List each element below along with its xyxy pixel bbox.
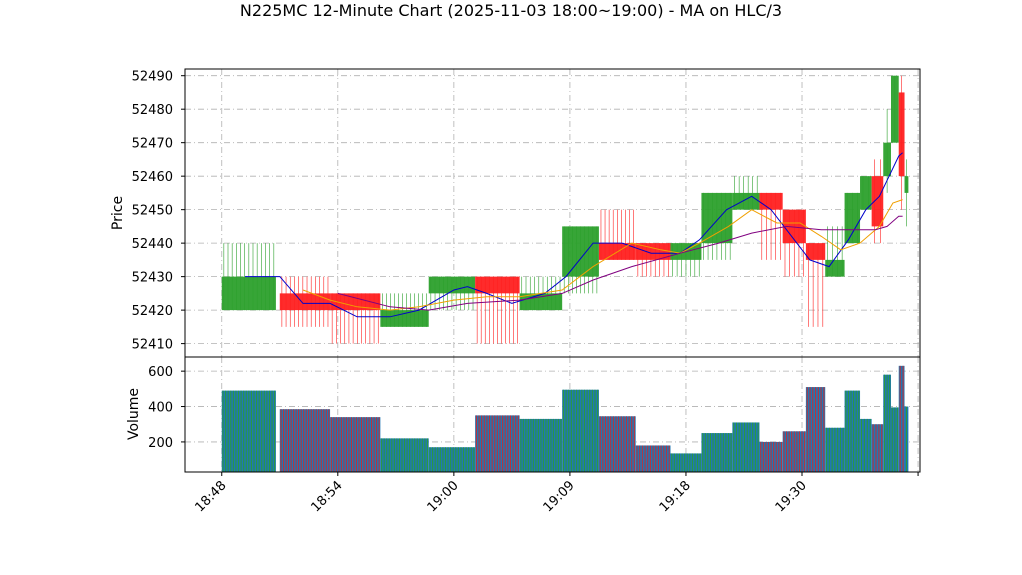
volume-panel: 200 400 600 Volume (126, 356, 921, 473)
price-bar-body (871, 176, 884, 227)
volume-tick-label: 200 (148, 436, 173, 451)
chart-title: N225MC 12-Minute Chart (2025-11-03 18:00… (240, 1, 782, 20)
price-bar-body (844, 192, 861, 244)
price-tick-label: 52460 (132, 170, 173, 185)
price-bar-body (759, 192, 783, 210)
price-tick-label: 52430 (132, 271, 173, 286)
x-axis-ticks: 18:48 18:54 19:00 19:09 19:18 19:30 (192, 472, 919, 515)
x-tick-label: 19:00 (425, 478, 462, 515)
volume-bar (330, 417, 381, 472)
price-axes-frame (184, 68, 921, 358)
price-bar-body (279, 293, 331, 311)
price-bar-body (890, 75, 899, 143)
price-tick-label: 52420 (132, 304, 173, 319)
volume-y-ticks: 200 400 600 (148, 365, 185, 451)
price-bar-body (221, 276, 276, 311)
volume-bar (898, 365, 905, 472)
moving-average-lines (245, 152, 903, 318)
volume-bars (221, 365, 909, 472)
moving-average-line (245, 152, 903, 318)
x-tick-label: 19:09 (541, 478, 578, 515)
price-tick-label: 52490 (132, 70, 173, 85)
volume-y-axis-label: Volume (126, 388, 142, 440)
volume-tick-label: 400 (148, 401, 173, 416)
x-tick-label: 18:48 (192, 478, 229, 515)
price-bar-body (428, 276, 476, 294)
x-tick-label: 19:18 (657, 478, 694, 515)
volume-bar (670, 453, 702, 472)
price-tick-label: 52450 (132, 204, 173, 219)
price-bar-body (898, 92, 905, 177)
moving-average-line (302, 199, 903, 311)
price-bar-body (732, 192, 760, 210)
price-bar-body (805, 243, 826, 260)
price-y-axis-label: Price (110, 196, 126, 230)
price-bar-body (475, 276, 520, 294)
price-bar-body (635, 243, 671, 260)
volume-bar (871, 424, 884, 472)
price-tick-label: 52470 (132, 137, 173, 152)
volume-tick-label: 600 (148, 365, 173, 380)
volume-bar (598, 416, 636, 472)
price-tick-label: 52410 (132, 338, 173, 353)
volume-bar (428, 447, 476, 472)
price-bar-body (380, 310, 429, 327)
price-bar-body (562, 226, 599, 277)
moving-average-line (337, 215, 903, 311)
price-bar-body (330, 293, 381, 311)
volume-bar (860, 418, 872, 472)
volume-bar (844, 390, 861, 472)
price-bar-body (701, 192, 733, 244)
volume-bar (562, 389, 599, 472)
price-bar-body (904, 176, 909, 193)
price-grid (185, 69, 920, 357)
x-tick-label: 19:30 (773, 478, 810, 515)
price-bar-body (825, 259, 845, 277)
price-tick-label: 52480 (132, 103, 173, 118)
price-bars (221, 75, 909, 344)
price-y-ticks: 52410 52420 52430 52440 52450 52460 52470 52480… (132, 70, 185, 353)
price-bar-body (883, 142, 891, 177)
volume-bar (701, 433, 733, 472)
price-tick-label: 52440 (132, 237, 173, 252)
volume-bar (279, 409, 331, 472)
price-panel: 52410 52420 52430 52440 52450 52460 52470 52480… (110, 68, 921, 358)
price-bar-body (860, 176, 872, 210)
x-tick-label: 18:54 (309, 478, 346, 515)
price-bar-body (782, 209, 806, 244)
volume-axes-frame (184, 356, 921, 473)
